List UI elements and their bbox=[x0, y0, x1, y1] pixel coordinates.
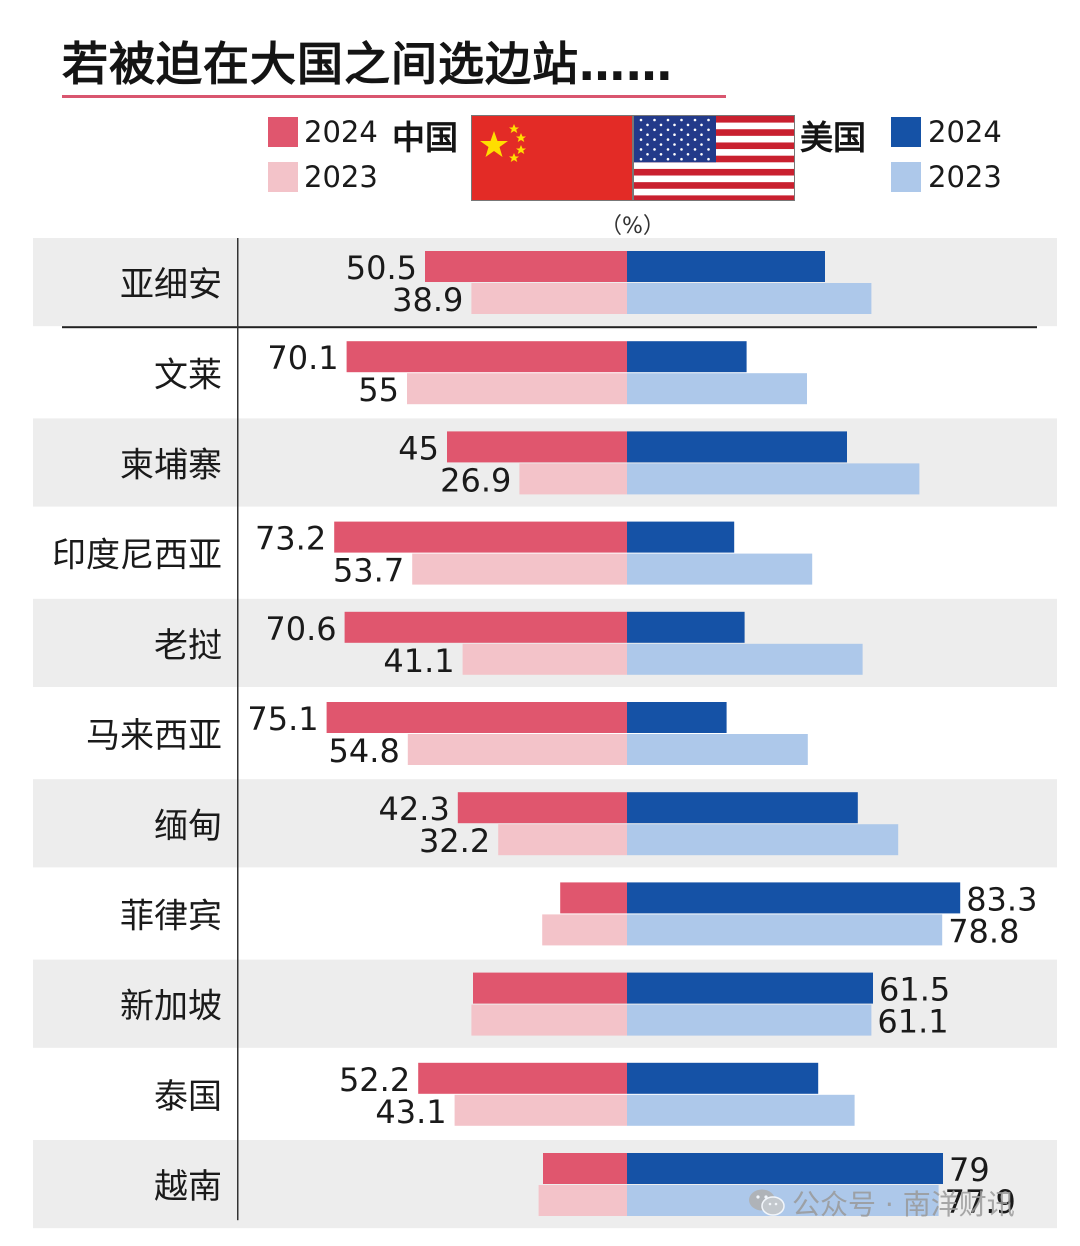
bar-usa-2024 bbox=[627, 792, 858, 824]
bar-china-2024 bbox=[473, 972, 627, 1004]
bar-china-2024 bbox=[543, 1153, 627, 1184]
category-axis-line bbox=[237, 238, 239, 1221]
bar-usa-2023 bbox=[627, 463, 920, 495]
data-label-usa-2023: 61.1 bbox=[877, 1003, 948, 1041]
category-label: 亚细安 bbox=[120, 265, 222, 305]
watermark: 公众号 · 南洋财讯 bbox=[748, 1183, 1015, 1225]
bar-usa-2024 bbox=[627, 341, 747, 373]
data-label-china-2023: 53.7 bbox=[333, 552, 404, 590]
data-label-usa-2024: 61.5 bbox=[879, 971, 950, 1009]
data-label-china-2023: 41.1 bbox=[383, 642, 454, 680]
data-label-usa-2024: 79 bbox=[949, 1151, 990, 1189]
bar-china-2023 bbox=[542, 914, 627, 946]
category-label: 泰国 bbox=[154, 1077, 222, 1117]
legend-country-usa: 美国 bbox=[800, 118, 866, 157]
title-underline bbox=[62, 95, 726, 98]
bar-china-2024 bbox=[425, 251, 627, 282]
data-label-china-2023: 38.9 bbox=[392, 281, 463, 319]
bar-china-2023 bbox=[412, 553, 627, 585]
data-label-china-2023: 43.1 bbox=[375, 1093, 446, 1131]
legend-country-china: 中国 bbox=[392, 118, 458, 157]
data-label-china-2024: 70.1 bbox=[267, 339, 338, 377]
bar-china-2024 bbox=[457, 792, 627, 824]
bar-usa-2023 bbox=[627, 1094, 855, 1126]
legend-label-usa-2023: 2023 bbox=[928, 160, 1002, 194]
watermark-text: 公众号 · 南洋财讯 bbox=[792, 1188, 1015, 1221]
bar-china-2023 bbox=[454, 1094, 627, 1126]
data-label-usa-2023: 78.8 bbox=[948, 912, 1019, 950]
usa-flag-icon bbox=[633, 115, 795, 201]
bar-china-2024 bbox=[346, 341, 627, 373]
bar-china-2024 bbox=[447, 431, 627, 463]
bar-usa-2024 bbox=[627, 611, 745, 643]
category-label: 马来西亚 bbox=[86, 716, 222, 756]
data-label-china-2024: 70.6 bbox=[265, 610, 336, 648]
legend-swatch-usa-2024 bbox=[891, 117, 921, 147]
bar-usa-2024 bbox=[627, 251, 825, 282]
bar-usa-2024 bbox=[627, 882, 961, 914]
bar-usa-2023 bbox=[627, 283, 872, 314]
category-label: 印度尼西亚 bbox=[52, 536, 222, 576]
bar-usa-2024 bbox=[627, 702, 727, 733]
data-label-china-2024: 73.2 bbox=[255, 520, 326, 558]
aggregate-separator bbox=[62, 326, 1037, 329]
bar-usa-2023 bbox=[627, 914, 943, 946]
bar-china-2023 bbox=[407, 734, 627, 765]
legend-swatch-usa-2023 bbox=[891, 162, 921, 192]
bar-china-2023 bbox=[471, 283, 627, 314]
data-label-china-2023: 54.8 bbox=[329, 732, 400, 770]
unit-label: （%） bbox=[600, 214, 665, 239]
chart-title: 若被迫在大国之间选边站…… bbox=[62, 37, 673, 91]
wechat-icon bbox=[748, 1188, 786, 1225]
bar-usa-2023 bbox=[627, 643, 863, 675]
bar-usa-2023 bbox=[627, 824, 899, 856]
bar-china-2023 bbox=[407, 373, 627, 405]
bar-china-2023 bbox=[462, 643, 627, 675]
legend-label-usa-2024: 2024 bbox=[928, 115, 1002, 149]
data-label-usa-2024: 83.3 bbox=[966, 880, 1037, 918]
bar-usa-2024 bbox=[627, 1153, 943, 1184]
data-label-china-2024: 50.5 bbox=[346, 249, 417, 287]
bar-china-2023 bbox=[538, 1185, 627, 1216]
legend-swatch-china-2023 bbox=[268, 162, 298, 192]
category-label: 新加坡 bbox=[120, 987, 222, 1027]
category-label: 文莱 bbox=[154, 355, 222, 395]
bar-china-2023 bbox=[519, 463, 627, 495]
data-label-china-2024: 52.2 bbox=[339, 1061, 410, 1099]
bar-usa-2023 bbox=[627, 553, 813, 585]
category-label: 老挝 bbox=[154, 626, 222, 666]
data-label-china-2024: 42.3 bbox=[379, 790, 450, 828]
data-label-china-2024: 45 bbox=[398, 429, 439, 467]
china-flag-icon bbox=[471, 115, 633, 201]
data-label-usa-2023: 77.9 bbox=[945, 1183, 1016, 1221]
legend-label-china-2023: 2023 bbox=[304, 160, 378, 194]
data-label-china-2023: 55 bbox=[358, 371, 399, 409]
bar-usa-2024 bbox=[627, 972, 873, 1004]
bar-usa-2024 bbox=[627, 431, 847, 463]
bar-china-2024 bbox=[418, 1062, 627, 1094]
bar-usa-2023 bbox=[627, 1004, 872, 1036]
category-label: 缅甸 bbox=[154, 806, 222, 846]
category-label: 柬埔寨 bbox=[120, 446, 222, 486]
bar-china-2023 bbox=[498, 824, 627, 856]
bar-usa-2024 bbox=[627, 1062, 819, 1094]
bar-china-2024 bbox=[334, 521, 627, 553]
category-label: 菲律宾 bbox=[120, 897, 222, 937]
bar-usa-2024 bbox=[627, 521, 735, 553]
bar-china-2024 bbox=[326, 702, 627, 733]
bar-usa-2023 bbox=[627, 734, 808, 765]
bar-china-2023 bbox=[471, 1004, 627, 1036]
bar-usa-2023 bbox=[627, 373, 807, 405]
data-label-china-2023: 26.9 bbox=[440, 461, 511, 499]
bar-china-2024 bbox=[560, 882, 627, 914]
data-label-china-2023: 32.2 bbox=[419, 822, 490, 860]
category-label: 越南 bbox=[154, 1167, 222, 1207]
data-label-china-2024: 75.1 bbox=[247, 700, 318, 738]
bar-china-2024 bbox=[344, 611, 627, 643]
legend-swatch-china-2024 bbox=[268, 117, 298, 147]
legend-label-china-2024: 2024 bbox=[304, 115, 378, 149]
